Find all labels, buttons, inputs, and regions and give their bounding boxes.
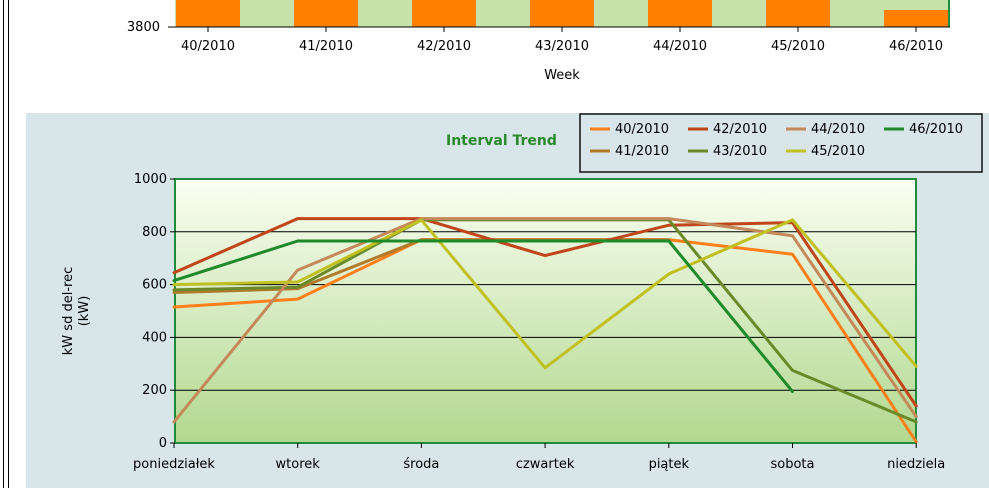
top-x-tick-label: 44/2010 bbox=[653, 39, 707, 54]
chart-legend: 40/2010 41/2010 42/2010 43/2010 44/2010 45/20… bbox=[579, 113, 983, 173]
top-x-axis-title: Week bbox=[544, 68, 580, 83]
y-tick-label: 0 bbox=[159, 436, 167, 451]
top-x-tick-label: 40/2010 bbox=[181, 39, 235, 54]
y-tick-label: 400 bbox=[142, 330, 167, 345]
top-bar bbox=[648, 0, 712, 27]
series-line-44-2010 bbox=[172, 217, 918, 424]
top-x-tick-label: 46/2010 bbox=[889, 39, 943, 54]
y-tick-label: 600 bbox=[142, 278, 167, 293]
window-frame-left-outer bbox=[3, 0, 4, 488]
legend-label: 45/2010 bbox=[811, 144, 865, 159]
x-tick-label: poniedziałek bbox=[133, 457, 215, 472]
x-tick-label: wtorek bbox=[276, 457, 321, 472]
legend-label: 43/2010 bbox=[713, 144, 767, 159]
top-bar bbox=[530, 0, 594, 27]
top-y-tick-label: 3800 bbox=[127, 20, 160, 35]
legend-box bbox=[579, 113, 983, 173]
y-tick-label: 200 bbox=[142, 383, 167, 398]
x-tick-label: środa bbox=[403, 457, 439, 472]
interval-trend-chart: Interval Trend 40/2010 41/2010 42/2010 43/2… bbox=[61, 113, 983, 472]
y-tick-label: 1000 bbox=[134, 172, 167, 187]
series-line-45-2010 bbox=[172, 218, 918, 370]
x-tick-label: czwartek bbox=[516, 457, 575, 472]
window-frame-left-inner bbox=[8, 0, 9, 488]
legend-label: 46/2010 bbox=[909, 122, 963, 137]
top-x-tick-label: 45/2010 bbox=[771, 39, 825, 54]
interval-trend-title: Interval Trend bbox=[446, 133, 557, 149]
x-tick-label: piątek bbox=[649, 457, 690, 472]
top-bar-chart: 3800 40/2010 41/2010 42/2010 43/2010 44/2010… bbox=[127, 0, 950, 83]
top-bar bbox=[294, 0, 358, 27]
top-bar bbox=[766, 0, 830, 27]
y-axis-title-line1: kW sd del-rec bbox=[61, 267, 76, 355]
legend-label: 42/2010 bbox=[713, 122, 767, 137]
series-line-42-2010 bbox=[172, 217, 918, 408]
top-x-tick-label: 41/2010 bbox=[299, 39, 353, 54]
legend-label: 41/2010 bbox=[615, 144, 669, 159]
top-bar bbox=[884, 10, 948, 27]
y-axis-title-line2: (kW) bbox=[77, 296, 92, 327]
top-x-tick-label: 42/2010 bbox=[417, 39, 471, 54]
top-x-tick-label: 43/2010 bbox=[535, 39, 589, 54]
x-tick-label: niedziela bbox=[887, 457, 945, 472]
legend-label: 40/2010 bbox=[615, 122, 669, 137]
x-tick-label: sobota bbox=[771, 457, 815, 472]
top-bar bbox=[412, 0, 476, 27]
series-line-46-2010 bbox=[172, 239, 794, 393]
top-bar bbox=[176, 0, 240, 27]
y-tick-label: 800 bbox=[142, 225, 167, 240]
legend-label: 44/2010 bbox=[811, 122, 865, 137]
